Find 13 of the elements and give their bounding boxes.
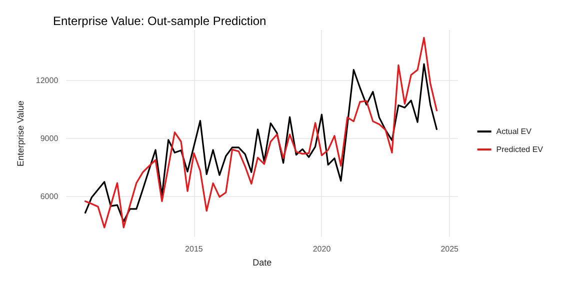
x-tick-label: 2025	[440, 244, 460, 254]
chart-title: Enterprise Value: Out-sample Prediction	[53, 14, 266, 28]
y-tick-label: 6000	[40, 192, 59, 201]
legend-label: Predicted EV	[496, 145, 544, 154]
x-tick-label: 2015	[185, 244, 204, 254]
y-axis-title: Enterprise Value	[16, 100, 26, 166]
line-series	[84, 63, 438, 222]
line-series	[84, 36, 438, 228]
x-axis-title: Date	[252, 257, 272, 268]
y-tick-label: 9000	[40, 134, 59, 143]
x-tick-label: 2020	[312, 244, 332, 254]
y-tick-label: 12000	[36, 76, 59, 85]
legend-label: Actual EV	[496, 127, 532, 136]
